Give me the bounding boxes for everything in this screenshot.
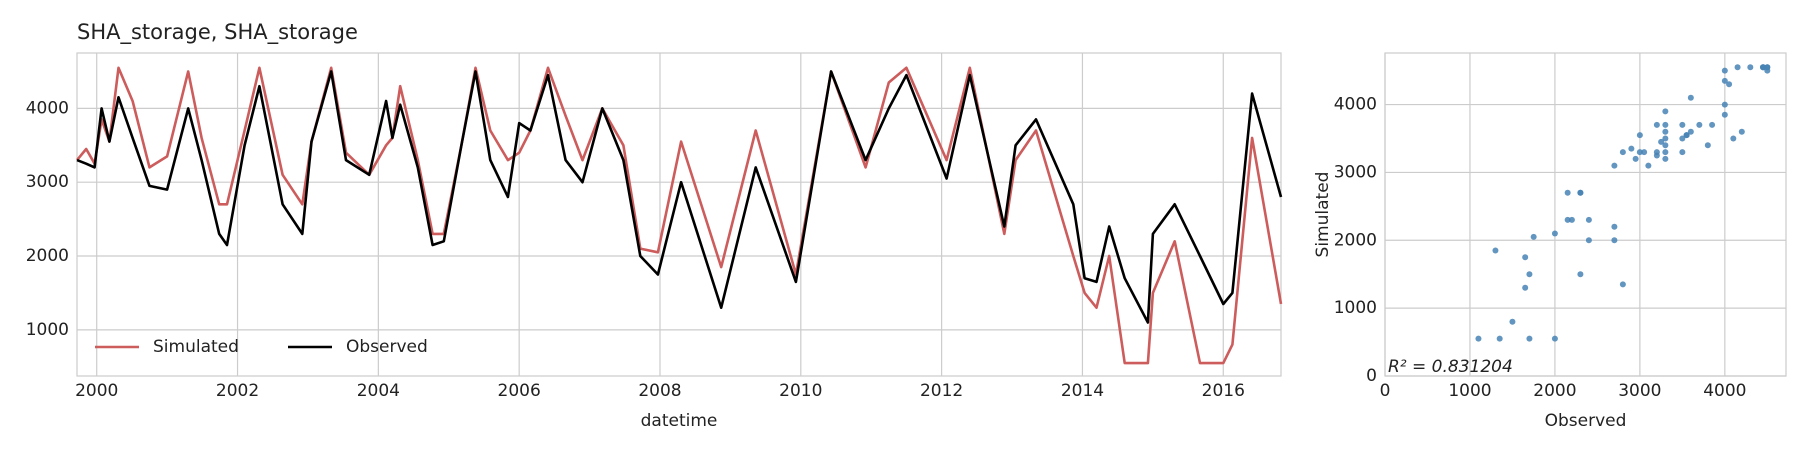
scatter-point xyxy=(1632,155,1639,162)
y-tick-label: 1000 xyxy=(26,320,69,340)
scatter-point xyxy=(1577,271,1584,278)
scatter-point xyxy=(1662,128,1669,135)
scatter-point xyxy=(1687,94,1694,101)
scatter-point xyxy=(1636,132,1643,139)
x-axis-label: datetime xyxy=(641,411,718,431)
scatter-point xyxy=(1611,237,1618,244)
x-tick-label: 2008 xyxy=(638,381,681,401)
scatter-point xyxy=(1738,128,1745,135)
y-tick-label: 0 xyxy=(1366,366,1377,386)
scatter-point xyxy=(1687,128,1694,135)
x-tick-label: 0 xyxy=(1380,381,1391,401)
x-tick-label: 3000 xyxy=(1618,381,1661,401)
scatter-point xyxy=(1611,162,1618,169)
scatter-point xyxy=(1679,149,1686,156)
x-tick-label: 2016 xyxy=(1202,381,1245,401)
scatter-point xyxy=(1611,223,1618,230)
scatter-point xyxy=(1522,284,1529,291)
x-tick-label: 2014 xyxy=(1061,381,1104,401)
scatter-point xyxy=(1662,121,1669,128)
legend-label: Simulated xyxy=(153,337,239,357)
scatter-point xyxy=(1653,149,1660,156)
scatter-point xyxy=(1726,81,1733,88)
y-tick-label: 4000 xyxy=(1334,95,1377,115)
x-tick-label: 2010 xyxy=(779,381,822,401)
y-axis-label: Simulated xyxy=(1313,172,1333,258)
scatter-point xyxy=(1662,142,1669,149)
scatter-point xyxy=(1658,138,1665,145)
scatter-point xyxy=(1709,121,1716,128)
scatter-point xyxy=(1662,135,1669,142)
scatter-point xyxy=(1551,335,1558,342)
x-tick-label: 2000 xyxy=(1533,381,1576,401)
chart-title: SHA_storage, SHA_storage xyxy=(77,20,358,45)
plot-frame xyxy=(1384,52,1787,377)
scatter-point xyxy=(1653,121,1660,128)
scatter-point xyxy=(1530,233,1537,240)
x-tick-label: 4000 xyxy=(1703,381,1746,401)
scatter-point xyxy=(1679,135,1686,142)
y-tick-label: 3000 xyxy=(26,172,69,192)
scatter-point xyxy=(1509,318,1516,325)
scatter-point xyxy=(1645,162,1652,169)
y-tick-label: 2000 xyxy=(26,246,69,266)
series-line xyxy=(75,66,1283,365)
scatter-point xyxy=(1628,145,1635,152)
x-tick-label: 1000 xyxy=(1448,381,1491,401)
annotation: R² = 0.831204 xyxy=(1388,357,1513,377)
scatter-point xyxy=(1696,121,1703,128)
scatter-point xyxy=(1704,142,1711,149)
timeseries-panel: 2000 2002 2004 2006 2008 2010 2012 2014 2016 1000… xyxy=(26,20,1283,431)
scatter-point xyxy=(1619,149,1626,156)
scatter-point xyxy=(1496,335,1503,342)
series-line xyxy=(76,70,1283,324)
scatter-point xyxy=(1564,189,1571,196)
scatter-point xyxy=(1641,149,1648,156)
y-tick-label: 2000 xyxy=(1334,230,1377,250)
scatter-point xyxy=(1526,335,1533,342)
scatter-point xyxy=(1662,149,1669,156)
scatter-point xyxy=(1721,77,1728,84)
y-tick-label: 4000 xyxy=(26,98,69,118)
scatter-point xyxy=(1568,216,1575,223)
scatter-point xyxy=(1730,135,1737,142)
x-tick-label: 2004 xyxy=(357,381,400,401)
scatter-point xyxy=(1475,335,1482,342)
scatter-point xyxy=(1721,111,1728,118)
scatter-point xyxy=(1747,64,1754,71)
scatter-point xyxy=(1764,67,1771,74)
x-tick-label: 2002 xyxy=(216,381,259,401)
x-tick-label: 2006 xyxy=(498,381,541,401)
scatter-panel: 0 1000 2000 3000 4000 0 1000 2000 3000 4000 Observ… xyxy=(1313,52,1787,431)
scatter-point xyxy=(1721,101,1728,108)
plot-frame xyxy=(76,52,1282,377)
scatter-point xyxy=(1662,108,1669,115)
scatter-point xyxy=(1619,281,1626,288)
scatter-point xyxy=(1734,64,1741,71)
scatter-point xyxy=(1721,67,1728,74)
scatter-point xyxy=(1551,230,1558,237)
scatter-point xyxy=(1662,155,1669,162)
y-tick-label: 1000 xyxy=(1334,298,1377,318)
scatter-point xyxy=(1585,237,1592,244)
scatter-point xyxy=(1522,254,1529,261)
x-tick-label: 2000 xyxy=(75,381,118,401)
scatter-point xyxy=(1492,247,1499,254)
scatter-point xyxy=(1636,149,1643,156)
legend-label: Observed xyxy=(346,337,428,357)
x-axis-label: Observed xyxy=(1545,411,1627,431)
scatter-point xyxy=(1679,121,1686,128)
scatter-point xyxy=(1585,216,1592,223)
scatter-point xyxy=(1526,271,1533,278)
scatter-point xyxy=(1564,216,1571,223)
scatter-point xyxy=(1683,132,1690,139)
y-tick-label: 3000 xyxy=(1334,162,1377,182)
x-tick-label: 2012 xyxy=(920,381,963,401)
scatter-point xyxy=(1577,189,1584,196)
scatter-point xyxy=(1760,64,1767,71)
